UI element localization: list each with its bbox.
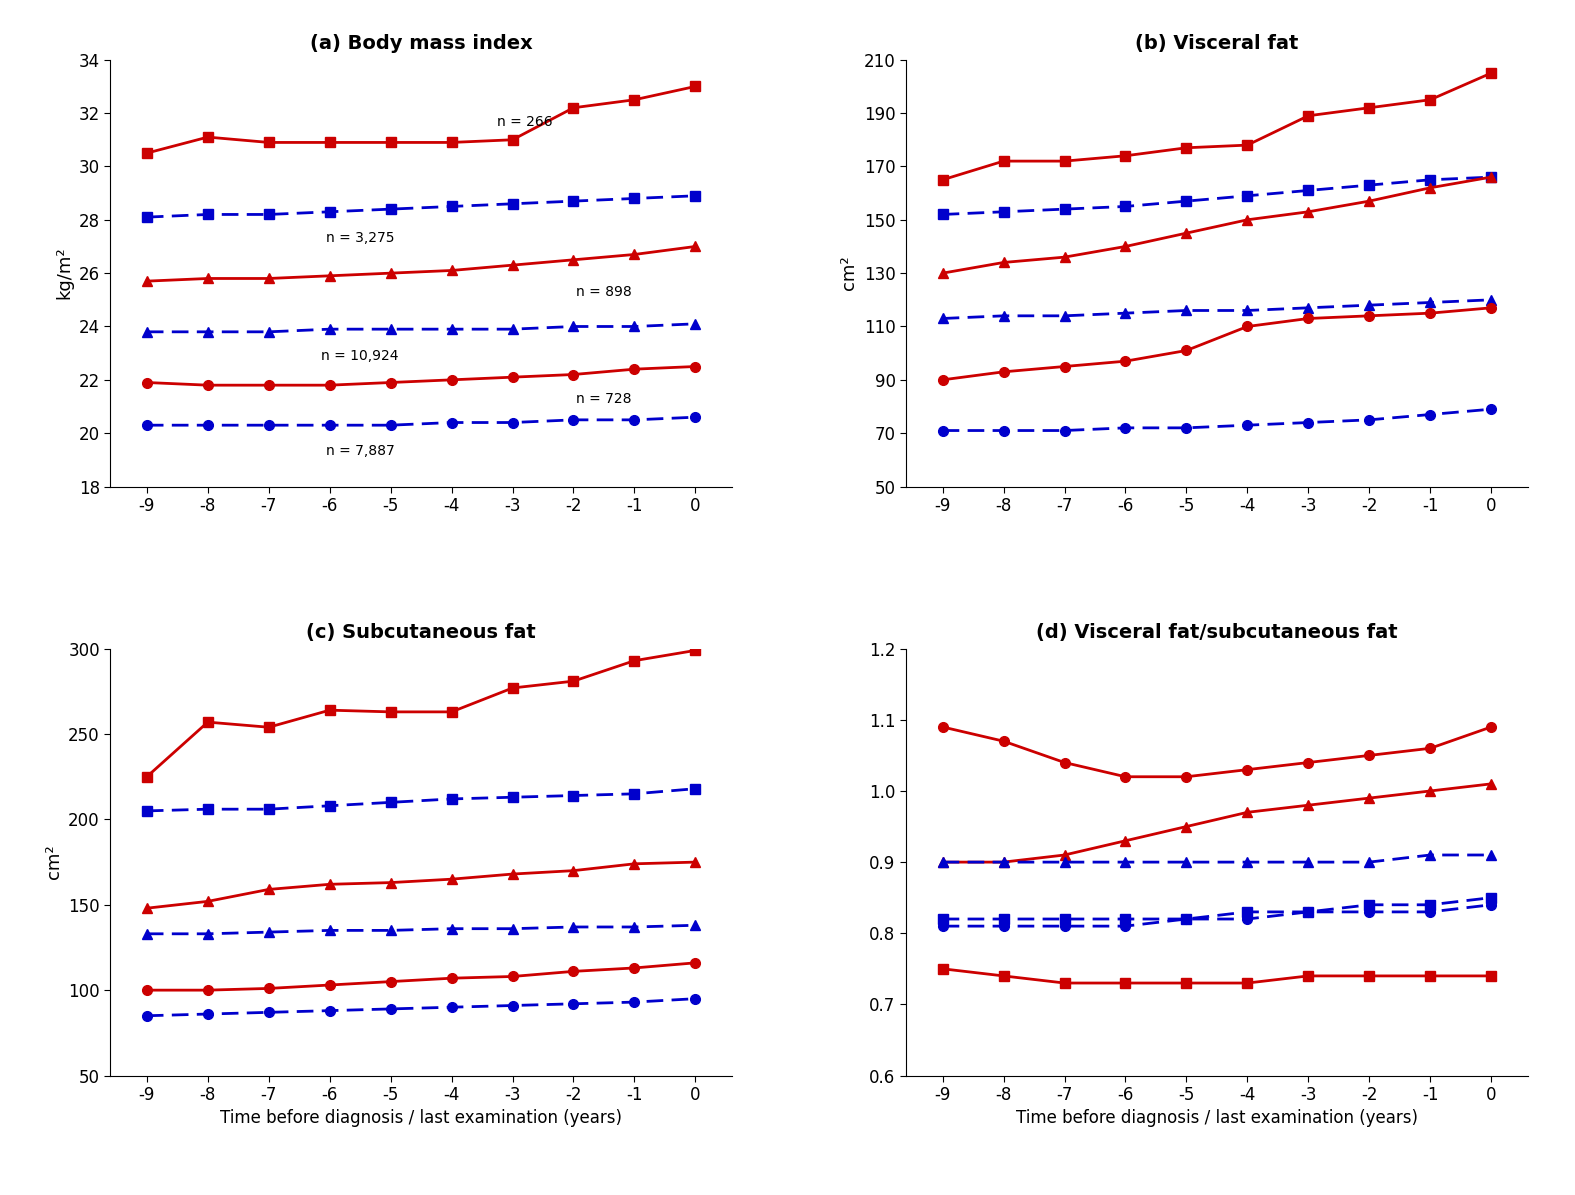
Y-axis label: cm²: cm² [44,845,63,880]
Text: n = 3,275: n = 3,275 [326,232,394,245]
Title: (c) Subcutaneous fat: (c) Subcutaneous fat [306,623,536,642]
Y-axis label: cm²: cm² [841,256,858,290]
Text: n = 7,887: n = 7,887 [326,443,394,458]
Text: n = 898: n = 898 [576,284,632,299]
Text: n = 10,924: n = 10,924 [321,349,398,363]
X-axis label: Time before diagnosis / last examination (years): Time before diagnosis / last examination… [1016,1109,1418,1127]
X-axis label: Time before diagnosis / last examination (years): Time before diagnosis / last examination… [221,1109,622,1127]
Text: n = 266: n = 266 [496,116,553,129]
Text: n = 728: n = 728 [576,392,632,405]
Title: (b) Visceral fat: (b) Visceral fat [1136,33,1298,53]
Title: (d) Visceral fat/subcutaneous fat: (d) Visceral fat/subcutaneous fat [1036,623,1397,642]
Y-axis label: kg/m²: kg/m² [55,247,72,300]
Title: (a) Body mass index: (a) Body mass index [310,33,532,53]
